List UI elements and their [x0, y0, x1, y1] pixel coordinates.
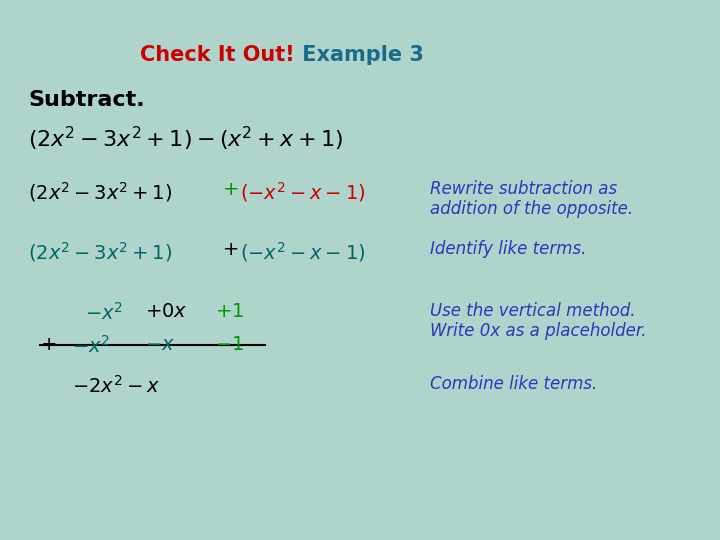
Text: $+$: $+$ — [40, 335, 56, 354]
Text: $(2x^2 - 3x^2 + 1)$: $(2x^2 - 3x^2 + 1)$ — [28, 180, 172, 204]
Text: Combine like terms.: Combine like terms. — [430, 375, 598, 393]
Text: $-2x^2 - x$: $-2x^2 - x$ — [72, 375, 160, 397]
Text: $+ 1$: $+ 1$ — [215, 302, 244, 321]
Text: Rewrite subtraction as: Rewrite subtraction as — [430, 180, 617, 198]
Text: $- x$: $- x$ — [145, 335, 175, 354]
Text: $- 1$: $- 1$ — [215, 335, 244, 354]
Text: $+$: $+$ — [222, 180, 238, 199]
Text: $(2x^2 - 3x^2 + 1)$: $(2x^2 - 3x^2 + 1)$ — [28, 240, 172, 264]
Text: Check It Out!: Check It Out! — [140, 45, 295, 65]
Text: Use the vertical method.: Use the vertical method. — [430, 302, 636, 320]
Text: $+ 0x$: $+ 0x$ — [145, 302, 187, 321]
Text: $(2x^2 - 3x^2 + 1) - (x^2 + x + 1)$: $(2x^2 - 3x^2 + 1) - (x^2 + x + 1)$ — [28, 125, 343, 153]
Text: Subtract.: Subtract. — [28, 90, 145, 110]
Text: $(-x^2 - x - 1)$: $(-x^2 - x - 1)$ — [240, 240, 366, 264]
Text: $-x^2$: $-x^2$ — [85, 302, 123, 324]
Text: addition of the opposite.: addition of the opposite. — [430, 200, 633, 218]
Text: Identify like terms.: Identify like terms. — [430, 240, 586, 258]
Text: $-x^2$: $-x^2$ — [72, 335, 110, 357]
Text: Write 0x as a placeholder.: Write 0x as a placeholder. — [430, 322, 647, 340]
Text: $+$: $+$ — [222, 240, 238, 259]
Text: Example 3: Example 3 — [295, 45, 424, 65]
Text: $(-x^2 - x - 1)$: $(-x^2 - x - 1)$ — [240, 180, 366, 204]
